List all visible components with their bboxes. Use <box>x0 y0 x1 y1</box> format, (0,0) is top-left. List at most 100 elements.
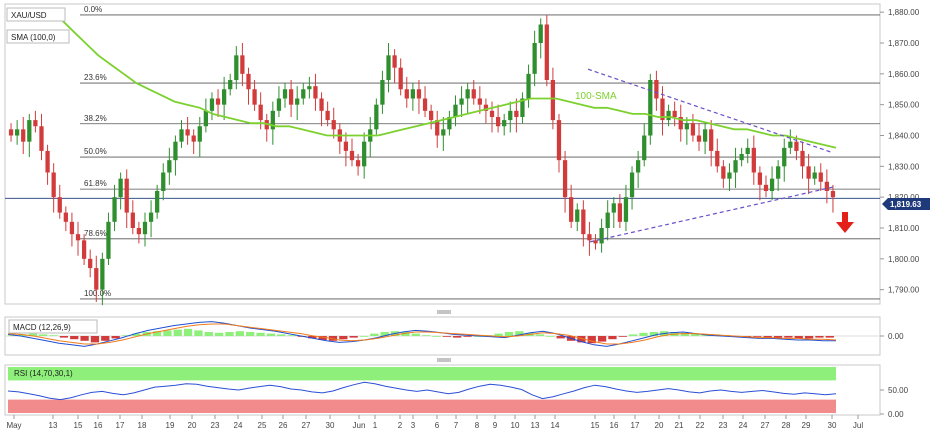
panel-splitter-handle[interactable] <box>437 358 451 362</box>
y-tick-label: 1,840.00 <box>888 132 920 141</box>
candle-up <box>459 98 464 105</box>
macd-histogram-bar <box>763 336 772 338</box>
macd-histogram-bar <box>639 332 648 336</box>
candle-up <box>605 212 610 228</box>
macd-histogram-bar <box>287 335 296 336</box>
x-tick-label: Jun <box>353 421 366 430</box>
candle-up <box>745 147 750 154</box>
candle-up <box>362 141 367 167</box>
candle-down <box>477 98 482 105</box>
candle-down <box>258 104 263 121</box>
sma-annotation: 100-SMA <box>575 91 617 102</box>
candle-up <box>648 80 653 136</box>
macd-legend-box <box>8 319 98 334</box>
candle-up <box>410 89 415 99</box>
y-tick-label: 1,880.00 <box>888 8 920 17</box>
macd-histogram-bar <box>815 336 824 338</box>
candle-up <box>203 110 208 127</box>
candle-down <box>45 150 50 173</box>
candle-up <box>276 98 282 111</box>
candle-down <box>404 89 409 99</box>
candle-up <box>629 172 635 198</box>
candle-up <box>733 160 738 173</box>
candle-up <box>222 89 227 105</box>
x-tick-label: 19 <box>166 421 175 430</box>
macd-histogram-bar <box>784 336 793 338</box>
macd-histogram-bar <box>432 336 441 337</box>
macd-histogram-bar <box>556 336 565 339</box>
candle-down <box>489 110 495 117</box>
candle-down <box>51 172 56 198</box>
macd-histogram-bar <box>597 336 607 342</box>
last-price-tag: 1,819.63 <box>882 198 930 210</box>
macd-histogram-bar <box>132 333 141 336</box>
candle-up <box>702 129 708 142</box>
macd-histogram-bar <box>773 336 783 338</box>
candle-down <box>830 191 836 198</box>
candle-up <box>142 221 148 235</box>
candle-up <box>173 141 178 161</box>
candle-down <box>75 234 81 241</box>
candle-down <box>757 172 763 185</box>
candle-up <box>15 129 20 136</box>
macd-histogram-bar <box>370 333 379 336</box>
x-tick-label: 17 <box>631 421 640 430</box>
macd-histogram-bar <box>266 333 276 336</box>
macd-histogram-bar <box>90 336 100 343</box>
fib-level-label: 0.0% <box>84 5 102 14</box>
candle-down <box>185 129 190 136</box>
panel-splitter-handle[interactable] <box>437 310 451 314</box>
macd-histogram-bar <box>515 331 524 336</box>
macd-histogram-bar <box>825 336 834 338</box>
x-tick-label: 3 <box>411 421 416 430</box>
x-tick-label: 29 <box>802 421 811 430</box>
sma-line <box>59 17 837 149</box>
macd-histogram-bar <box>349 336 358 338</box>
candle-up <box>228 80 233 90</box>
candle-down <box>21 129 26 142</box>
macd-histogram-bar <box>649 332 658 336</box>
macd-histogram-bar <box>587 336 596 344</box>
candle-down <box>325 110 330 121</box>
candle-up <box>301 89 306 99</box>
candle-down <box>569 197 574 222</box>
y-tick-label: 1,850.00 <box>888 101 920 110</box>
candle-up <box>520 98 525 117</box>
x-tick-label: 20 <box>655 421 664 430</box>
candle-up <box>27 120 32 142</box>
fib-level-label: 61.8% <box>84 179 107 188</box>
fib-level-label: 23.6% <box>84 73 107 82</box>
x-tick-label: Jul <box>853 421 863 430</box>
macd-histogram-bar <box>629 334 638 336</box>
y-tick-label: 1,830.00 <box>888 162 920 171</box>
candle-down <box>313 86 318 99</box>
candle-down <box>581 209 586 235</box>
x-tick-label: 23 <box>719 421 728 430</box>
candle-up <box>234 55 239 80</box>
macd-histogram-bar <box>422 335 431 336</box>
x-tick-label: 24 <box>234 421 243 430</box>
macd-y-tick-label: 0.00 <box>888 332 904 341</box>
x-tick-label: 27 <box>761 421 770 430</box>
candle-up <box>666 110 671 121</box>
candle-down <box>550 80 556 121</box>
fib-level-label: 78.6% <box>84 229 107 238</box>
candle-down <box>392 55 397 68</box>
x-tick-label: 2 <box>398 421 403 430</box>
candle-up <box>447 117 452 130</box>
macd-histogram-bar <box>18 334 27 336</box>
macd-histogram-bar <box>246 332 255 336</box>
candle-down <box>81 240 87 259</box>
support-trendline <box>589 185 837 243</box>
candle-down <box>806 166 811 179</box>
candle-up <box>270 110 275 130</box>
macd-histogram-bar <box>59 336 69 338</box>
x-tick-label: 30 <box>326 421 335 430</box>
candle-up <box>642 135 647 161</box>
x-tick-label: 15 <box>74 421 83 430</box>
macd-histogram-bar <box>215 332 224 336</box>
candle-down <box>124 178 129 213</box>
candle-up <box>788 141 793 148</box>
macd-histogram-bar <box>235 331 244 336</box>
